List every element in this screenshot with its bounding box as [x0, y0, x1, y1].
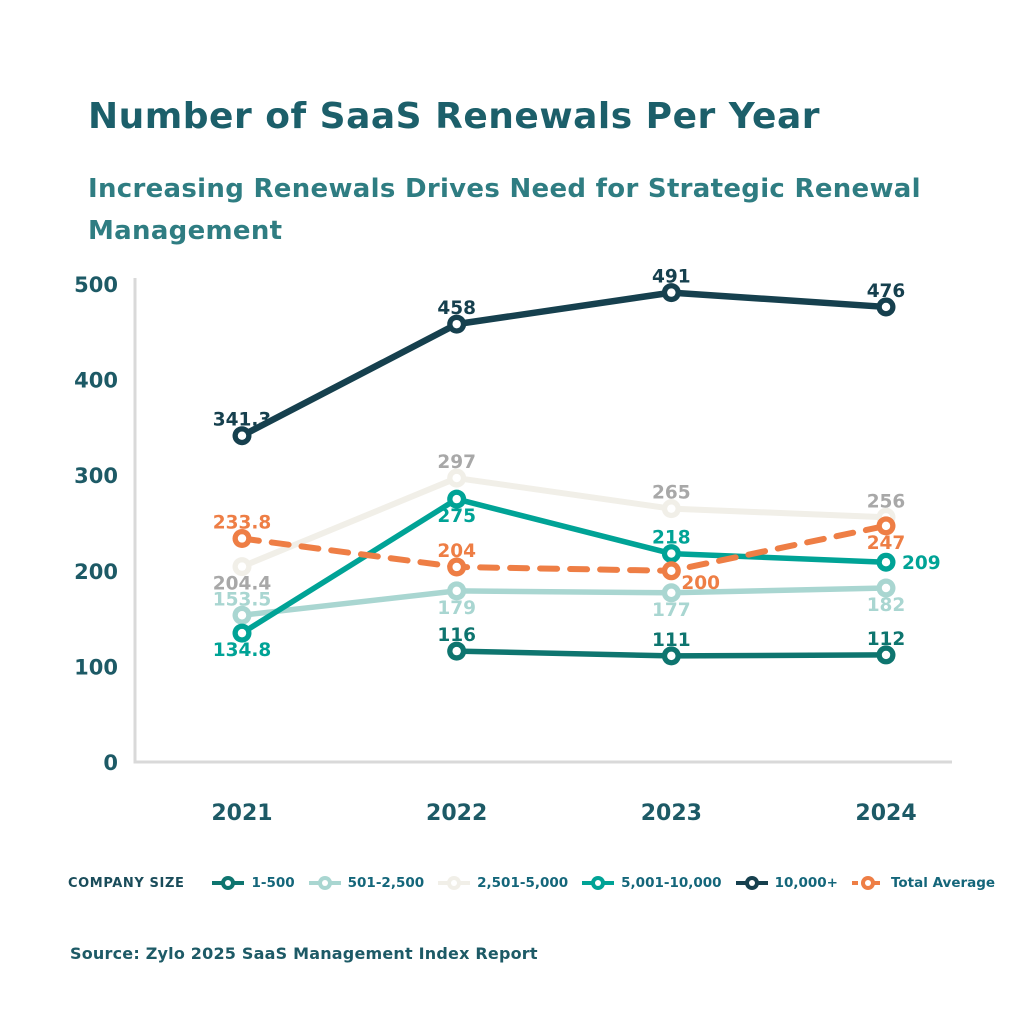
y-axis-tick-label: 400 [74, 369, 118, 393]
page-subtitle: Increasing Renewals Drives Need for Stra… [88, 173, 921, 246]
data-point-center [881, 650, 891, 660]
y-axis-tick-label: 200 [74, 560, 118, 584]
legend-item-label: 1-500 [251, 875, 295, 891]
data-point-label: 476 [867, 281, 906, 302]
data-point-center [237, 431, 247, 440]
chart-legend: COMPANY SIZE 1-500 501-2,500 2,501-5,000 5,… [68, 868, 995, 898]
data-point-center [667, 651, 676, 661]
legend-item-label: 10,000+ [774, 875, 838, 891]
legend-swatch [212, 876, 245, 890]
series-10-000+: 341.3 458 491 476 [213, 267, 906, 446]
series-5-001-10-000: 134.8 275 218 209 [213, 489, 941, 661]
legend-item-label: 501-2,500 [347, 875, 425, 891]
data-point-center [881, 557, 891, 567]
data-point-center [667, 288, 676, 297]
legend-item-2-501-5-000: 2,501-5,000 [437, 875, 568, 891]
data-point-center [667, 588, 676, 597]
legend-item-1-500: 1-500 [211, 875, 295, 891]
data-point-label: 111 [652, 630, 691, 651]
data-point-label: 204 [437, 541, 476, 562]
axis-lines [133, 278, 952, 764]
data-point-center [452, 494, 461, 504]
data-point-center [237, 611, 247, 620]
legend-swatch [735, 876, 768, 890]
data-point-center [881, 521, 891, 531]
data-point-label: 297 [437, 452, 476, 473]
series-1-500: 116 111 112 [437, 625, 906, 666]
data-point-label: 247 [867, 533, 906, 554]
series-total-average: 233.8 204 200 247 [213, 512, 906, 593]
data-point-center [667, 566, 676, 575]
data-point-center [452, 586, 461, 596]
data-point-label: 458 [437, 298, 476, 319]
data-point-label: 275 [437, 506, 476, 527]
legend-swatch [582, 876, 615, 890]
legend-item-5-001-10-000: 5,001-10,000 [581, 875, 722, 891]
legend-item-10-000+: 10,000+ [735, 875, 838, 891]
x-axis-tick-label: 2022 [426, 801, 487, 826]
data-point-center [452, 562, 461, 572]
data-point-label: 116 [437, 625, 476, 646]
y-axis-tick-label: 0 [103, 751, 118, 775]
data-point-label: 341.3 [213, 410, 272, 431]
y-axis-tick-label: 500 [74, 273, 118, 297]
data-point-center [452, 473, 461, 483]
legend-swatch [308, 876, 341, 890]
source-note: Source: Zylo 2025 SaaS Management Index … [70, 944, 538, 963]
data-point-center [881, 583, 891, 593]
legend-item-501-2-500: 501-2,500 [308, 875, 425, 891]
data-point-center [452, 646, 461, 656]
data-point-label: 179 [437, 598, 476, 619]
series-line [239, 475, 890, 570]
data-point-center [667, 504, 676, 513]
data-point-label: 209 [902, 553, 941, 574]
data-point-center [237, 628, 247, 638]
data-point-label: 182 [867, 595, 906, 616]
legend-item-label: 2,501-5,000 [477, 875, 569, 891]
page-title: Number of SaaS Renewals Per Year [88, 96, 820, 138]
data-point-center [881, 302, 891, 312]
data-point-label: 491 [652, 267, 691, 288]
data-point-center [237, 534, 247, 543]
data-point-label: 204.4 [213, 574, 272, 595]
legend-heading: COMPANY SIZE [68, 875, 185, 891]
y-axis-tick-label: 300 [74, 464, 118, 488]
y-axis-tick-label: 100 [74, 655, 118, 679]
data-point-label: 218 [652, 528, 691, 549]
x-axis-tick-label: 2024 [855, 801, 916, 826]
series-line [239, 522, 890, 574]
data-point-center [452, 319, 461, 329]
series-line [238, 289, 890, 439]
data-point-center [237, 562, 247, 571]
legend-item-label: 5,001-10,000 [621, 875, 722, 891]
legend-item-total-average: Total Average [851, 875, 995, 891]
legend-swatch [438, 876, 471, 890]
data-point-label: 233.8 [213, 512, 272, 533]
series-501-2-500: 153.5 179 177 182 [213, 578, 906, 625]
data-point-center [667, 549, 676, 558]
data-point-label: 200 [681, 573, 720, 594]
data-point-label: 177 [652, 600, 691, 621]
data-point-label: 112 [867, 629, 906, 650]
x-axis-tick-label: 2021 [211, 801, 272, 826]
legend-swatch [851, 876, 884, 890]
series-line [239, 585, 889, 619]
x-axis-tick-label: 2023 [641, 801, 702, 826]
data-point-label: 134.8 [213, 640, 272, 661]
series-line [239, 496, 889, 636]
data-point-label: 153.5 [213, 589, 272, 610]
data-point-label: 265 [652, 483, 691, 504]
series-2-501-5-000: 204.4 297 265 256 [213, 452, 906, 595]
data-point-label: 256 [867, 491, 906, 512]
legend-item-label: Total Average [890, 875, 996, 891]
